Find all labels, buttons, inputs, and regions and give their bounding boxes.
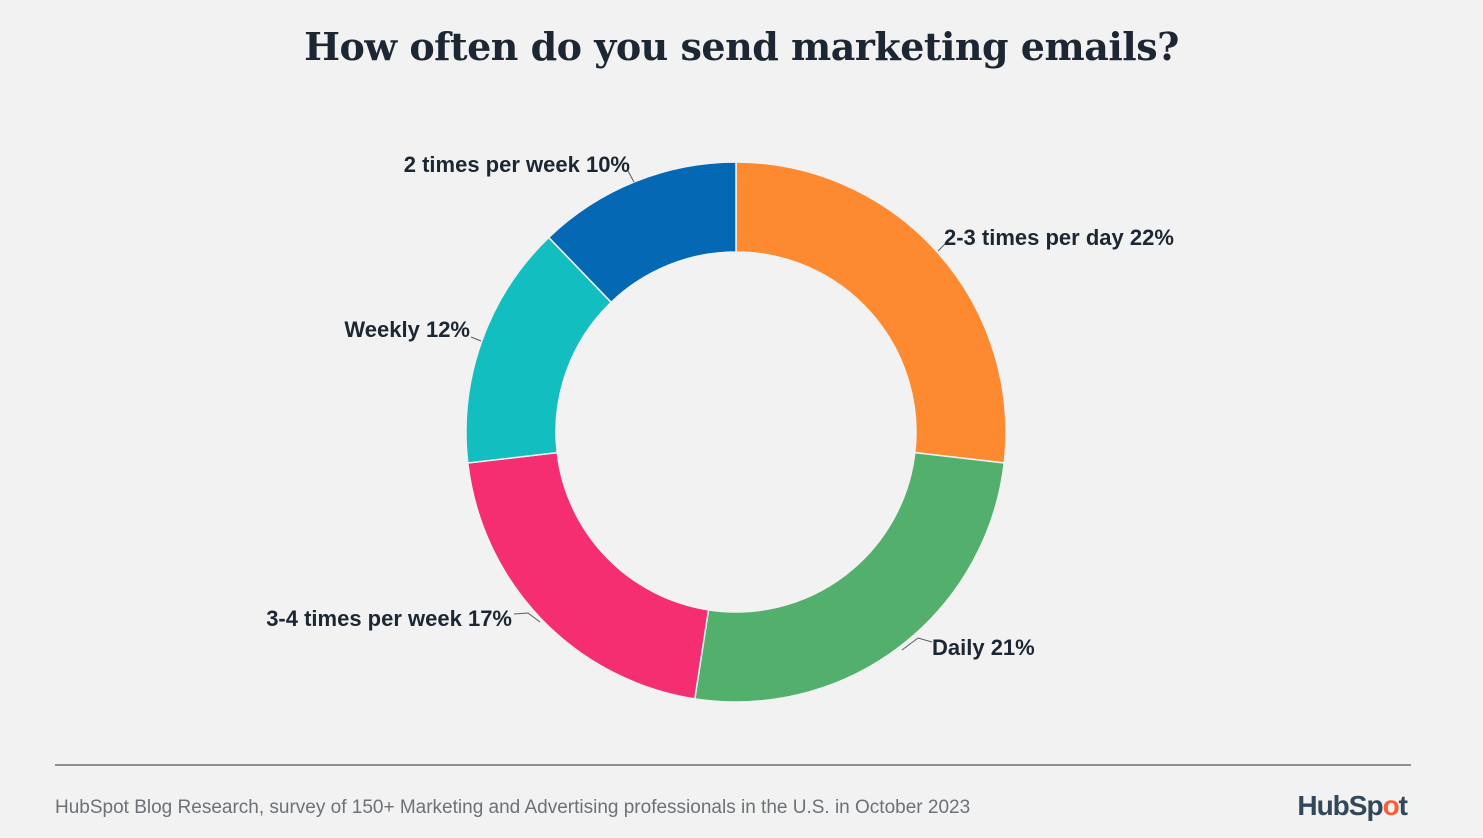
leader-line	[513, 612, 541, 623]
donut-slice-2-3-times-per-day	[735, 161, 1007, 464]
donut-slice-3-4-times-per-week	[466, 451, 710, 700]
donut-slice-daily	[693, 451, 1006, 703]
hubspot-logo: HubSpot	[1297, 790, 1408, 822]
leader-line	[470, 336, 482, 342]
leader-line	[627, 170, 635, 183]
slice-label: Daily 21%	[932, 635, 1035, 660]
leader-line	[937, 236, 953, 252]
logo-text-end: t	[1398, 790, 1408, 821]
slice-label: 2-3 times per day 22%	[944, 225, 1174, 250]
footer-divider	[55, 764, 1411, 766]
donut-chart: 2-3 times per day 22% Daily 21% 3-4 times …	[266, 152, 1174, 703]
footer-source-note: HubSpot Blog Research, survey of 150+ Ma…	[55, 797, 971, 818]
logo-text-start: HubSp	[1297, 790, 1383, 821]
slice-label: 3-4 times per week 17%	[266, 606, 512, 631]
leader-line	[901, 637, 933, 651]
chart-title: How often do you send marketing emails?	[304, 24, 1179, 69]
slice-label: 2 times per week 10%	[404, 152, 630, 177]
logo-sprocket-o: o	[1382, 790, 1400, 821]
slice-label: Weekly 12%	[344, 317, 470, 342]
donut-slice-2-times-per-week	[547, 161, 737, 304]
